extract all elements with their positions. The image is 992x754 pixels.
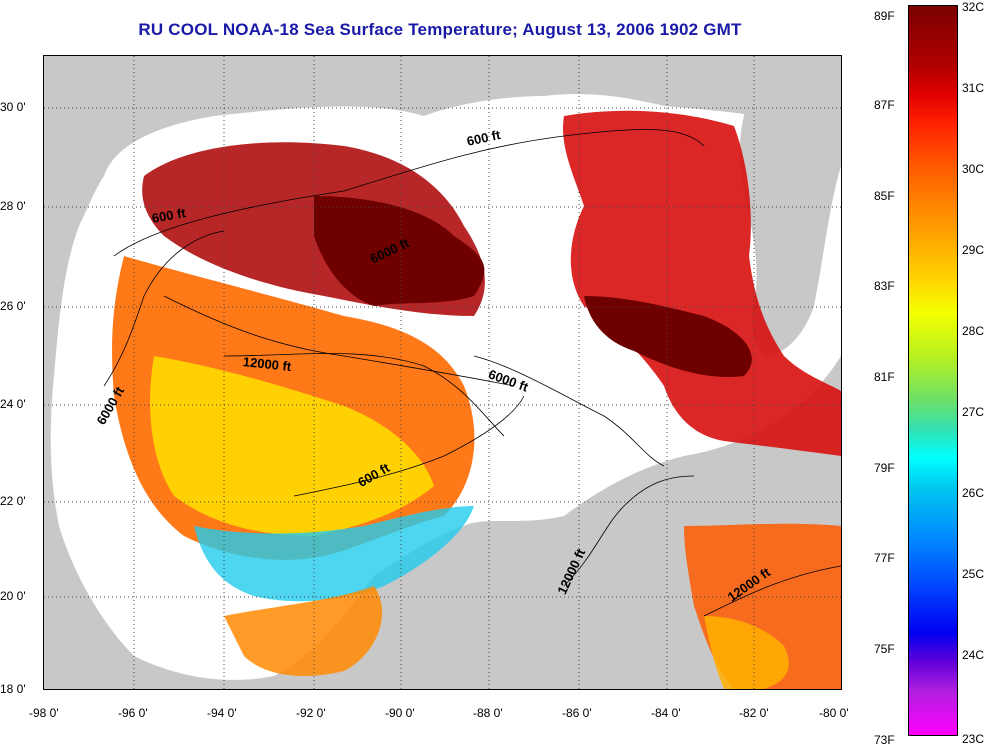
bathymetry-contours <box>103 129 841 617</box>
colorbar-f-85: 85F <box>874 189 895 203</box>
lat-tick-22: 22 0' <box>0 494 26 508</box>
colorbar-c-29: 29C <box>962 243 985 257</box>
lon-tick-86: -86 0' <box>562 706 592 720</box>
cuba-land <box>644 466 841 536</box>
lon-tick-98: -98 0' <box>29 706 59 720</box>
colorbar-c-26: 26C <box>962 486 985 500</box>
colorbar-c-23: 23C <box>962 732 985 746</box>
sst-loop-current-hot <box>314 196 485 306</box>
sst-florida-loop-dark <box>584 296 752 377</box>
lon-tick-80: -80 0' <box>819 706 849 720</box>
colorbar-c-28: 28C <box>962 324 985 338</box>
colorbar-f-83: 83F <box>874 279 895 293</box>
colorbar-c-31: 31C <box>962 81 985 95</box>
sst-bay-of-campeche-cool <box>194 506 474 602</box>
lat-tick-24: 24 0' <box>0 397 26 411</box>
lat-tick-20: 20 0' <box>0 589 26 603</box>
colorbar-c-32: 32C <box>962 0 985 14</box>
sst-western-gulf-mild <box>150 356 434 536</box>
temperature-colorbar <box>908 5 958 736</box>
lat-tick-18: 18 0' <box>0 682 26 696</box>
sst-caribbean-mild <box>704 616 789 689</box>
colorbar-f-87: 87F <box>874 98 895 112</box>
colorbar-c-27: 27C <box>962 405 985 419</box>
lon-tick-88: -88 0' <box>473 706 503 720</box>
sst-map: 600 ft 600 ft 6000 ft 12000 ft 6000 ft 6… <box>43 55 842 690</box>
map-title: RU COOL NOAA-18 Sea Surface Temperature;… <box>138 20 742 39</box>
colorbar-f-89: 89F <box>874 9 895 23</box>
colorbar-c-25: 25C <box>962 567 985 581</box>
lon-tick-90: -90 0' <box>385 706 415 720</box>
lat-tick-28: 28 0' <box>0 199 26 213</box>
sst-map-canvas <box>44 56 841 689</box>
lon-tick-96: -96 0' <box>118 706 148 720</box>
colorbar-c-30: 30C <box>962 162 985 176</box>
lat-tick-26: 26 0' <box>0 299 26 313</box>
lon-tick-82: -82 0' <box>739 706 769 720</box>
colorbar-c-24: 24C <box>962 648 985 662</box>
sst-campeche-south-warm <box>224 586 383 676</box>
lon-tick-84: -84 0' <box>651 706 681 720</box>
colorbar-f-75: 75F <box>874 642 895 656</box>
colorbar-f-79: 79F <box>874 461 895 475</box>
sst-florida-shelf-hot <box>563 110 841 456</box>
grid-lines <box>44 56 841 689</box>
florida-land <box>739 56 841 356</box>
lon-tick-94: -94 0' <box>207 706 237 720</box>
yucatan-land <box>464 516 664 689</box>
lat-tick-30: 30 0' <box>0 100 26 114</box>
colorbar-f-81: 81F <box>874 370 895 384</box>
colorbar-f-77: 77F <box>874 551 895 565</box>
colorbar-f-73: 73F <box>874 733 895 747</box>
lon-tick-92: -92 0' <box>296 706 326 720</box>
